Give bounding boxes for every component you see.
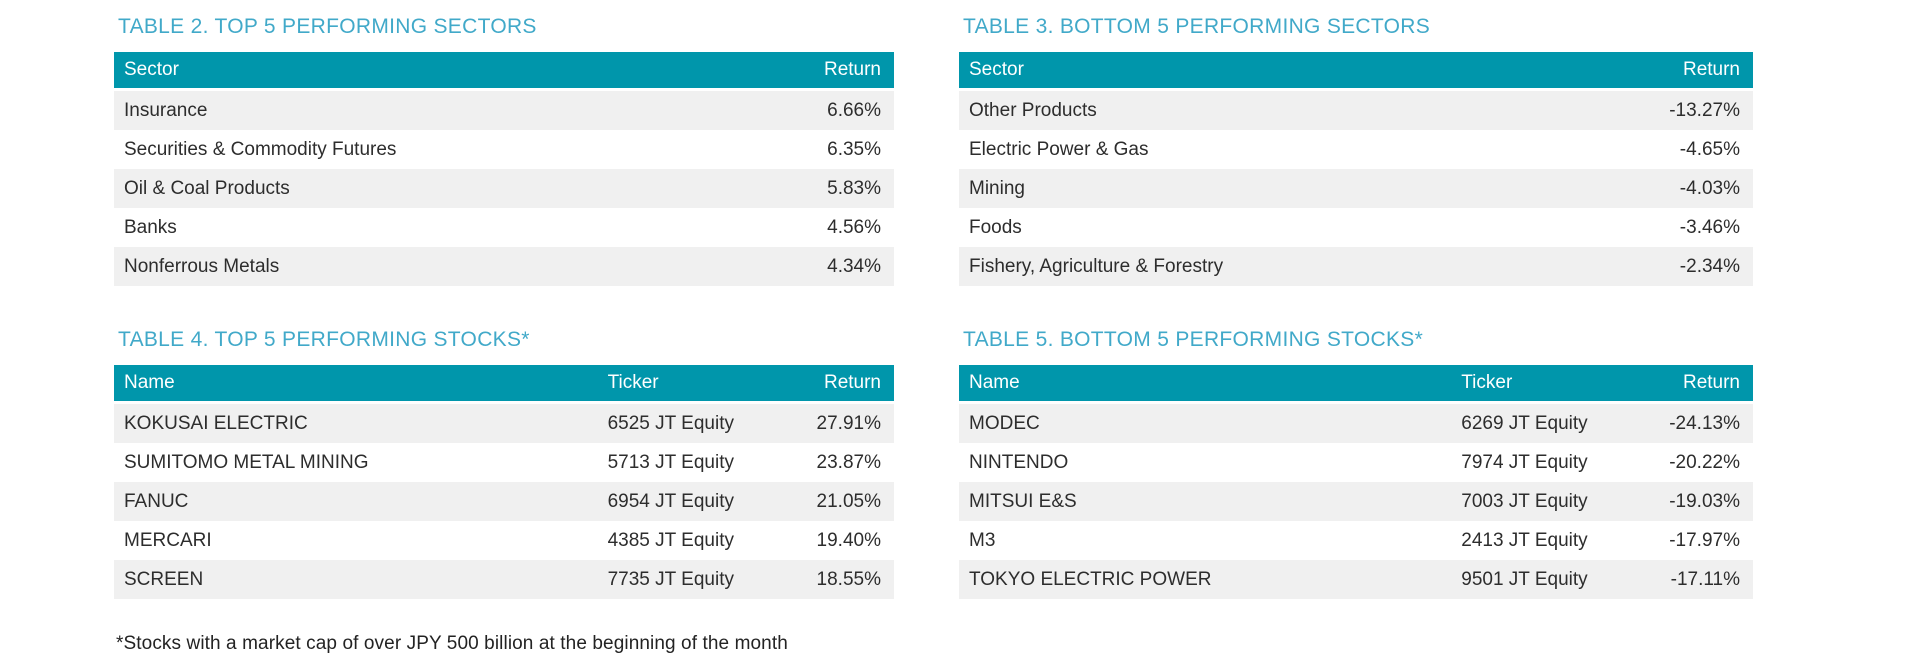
return-cell: 23.87% (816, 451, 881, 473)
top-sectors-section: TABLE 2. TOP 5 PERFORMING SECTORS Sector… (114, 14, 894, 286)
return-column-header: Return (823, 59, 881, 80)
name-cell: MERCARI (124, 529, 212, 551)
return-column-header: Return (823, 372, 881, 393)
table-row: Fishery, Agriculture & Forestry -2.34% (959, 247, 1753, 286)
table-row: MERCARI 4385 JT Equity 19.40% (114, 521, 894, 560)
return-cell: 21.05% (816, 490, 881, 512)
name-cell: SCREEN (124, 568, 204, 590)
name-cell: TOKYO ELECTRIC POWER (969, 568, 1212, 590)
name-cell: M3 (969, 529, 996, 551)
ticker-cell: 7735 JT Equity (607, 568, 734, 590)
table-row: Mining -4.03% (959, 169, 1753, 208)
table-row: Banks 4.56% (114, 208, 894, 247)
return-cell: 4.34% (827, 255, 881, 277)
ticker-cell: 4385 JT Equity (607, 529, 734, 551)
name-cell: MODEC (969, 412, 1040, 434)
top-sectors-title: TABLE 2. TOP 5 PERFORMING SECTORS (118, 15, 537, 38)
return-cell: 5.83% (827, 177, 881, 199)
market-cap-footnote: *Stocks with a market cap of over JPY 50… (116, 633, 788, 654)
table-header-row: Name Ticker Return (959, 365, 1753, 401)
return-cell: -4.65% (1679, 138, 1740, 160)
table-row: TOKYO ELECTRIC POWER 9501 JT Equity -17.… (959, 560, 1753, 599)
return-cell: 4.56% (827, 216, 881, 238)
ticker-cell: 9501 JT Equity (1461, 568, 1588, 590)
table-row: Oil & Coal Products 5.83% (114, 169, 894, 208)
name-cell: SUMITOMO METAL MINING (124, 451, 369, 473)
sector-cell: Securities & Commodity Futures (124, 138, 397, 160)
sector-cell: Foods (969, 216, 1022, 238)
return-cell: 6.66% (827, 99, 881, 121)
table-row: Other Products -13.27% (959, 91, 1753, 130)
table-row: SCREEN 7735 JT Equity 18.55% (114, 560, 894, 599)
sector-cell: Electric Power & Gas (969, 138, 1149, 160)
return-cell: -4.03% (1679, 177, 1740, 199)
ticker-cell: 5713 JT Equity (607, 451, 734, 473)
sector-cell: Banks (124, 216, 177, 238)
ticker-column-header: Ticker (607, 372, 659, 393)
return-cell: -3.46% (1679, 216, 1740, 238)
ticker-column-header: Ticker (1461, 372, 1513, 393)
bottom-stocks-table: Name Ticker Return MODEC 6269 JT Equity … (959, 365, 1753, 599)
return-cell: -2.34% (1679, 255, 1740, 277)
table-row: FANUC 6954 JT Equity 21.05% (114, 482, 894, 521)
ticker-cell: 7003 JT Equity (1461, 490, 1588, 512)
name-column-header: Name (124, 372, 175, 393)
sector-cell: Other Products (969, 99, 1097, 121)
sector-column-header: Sector (124, 59, 179, 80)
table-row: M3 2413 JT Equity -17.97% (959, 521, 1753, 560)
sector-cell: Insurance (124, 99, 208, 121)
return-cell: 6.35% (827, 138, 881, 160)
name-cell: NINTENDO (969, 451, 1069, 473)
top-stocks-section: TABLE 4. TOP 5 PERFORMING STOCKS* Name T… (114, 327, 894, 599)
table-header-row: Name Ticker Return (114, 365, 894, 401)
top-sectors-table: Sector Return Insurance 6.66% Securities… (114, 52, 894, 286)
name-cell: FANUC (124, 490, 189, 512)
table-row: SUMITOMO METAL MINING 5713 JT Equity 23.… (114, 443, 894, 482)
top-stocks-title: TABLE 4. TOP 5 PERFORMING STOCKS* (118, 328, 530, 351)
sector-cell: Fishery, Agriculture & Forestry (969, 255, 1224, 277)
return-cell: 18.55% (816, 568, 881, 590)
ticker-cell: 6269 JT Equity (1461, 412, 1588, 434)
return-cell: 19.40% (816, 529, 881, 551)
sector-cell: Oil & Coal Products (124, 177, 290, 199)
name-cell: KOKUSAI ELECTRIC (124, 412, 308, 434)
table-row: Nonferrous Metals 4.34% (114, 247, 894, 286)
table-header-row: Sector Return (114, 52, 894, 88)
table-header-row: Sector Return (959, 52, 1753, 88)
bottom-sectors-title: TABLE 3. BOTTOM 5 PERFORMING SECTORS (963, 15, 1431, 38)
ticker-cell: 6954 JT Equity (607, 490, 734, 512)
table-row: MODEC 6269 JT Equity -24.13% (959, 404, 1753, 443)
return-cell: 27.91% (816, 412, 881, 434)
return-cell: -17.11% (1670, 568, 1740, 590)
table-row: Electric Power & Gas -4.65% (959, 130, 1753, 169)
table-row: Securities & Commodity Futures 6.35% (114, 130, 894, 169)
return-cell: -19.03% (1669, 490, 1740, 512)
table-row: Insurance 6.66% (114, 91, 894, 130)
name-cell: MITSUI E&S (969, 490, 1077, 512)
return-cell: -24.13% (1669, 412, 1740, 434)
sector-cell: Mining (969, 177, 1025, 199)
name-column-header: Name (969, 372, 1020, 393)
ticker-cell: 7974 JT Equity (1461, 451, 1588, 473)
table-row: KOKUSAI ELECTRIC 6525 JT Equity 27.91% (114, 404, 894, 443)
return-column-header: Return (1682, 372, 1740, 393)
sector-column-header: Sector (969, 59, 1024, 80)
bottom-stocks-section: TABLE 5. BOTTOM 5 PERFORMING STOCKS* Nam… (959, 327, 1753, 599)
return-column-header: Return (1682, 59, 1740, 80)
return-cell: -17.97% (1669, 529, 1740, 551)
return-cell: -20.22% (1669, 451, 1740, 473)
ticker-cell: 6525 JT Equity (607, 412, 734, 434)
ticker-cell: 2413 JT Equity (1461, 529, 1588, 551)
return-cell: -13.27% (1669, 99, 1740, 121)
bottom-sectors-section: TABLE 3. BOTTOM 5 PERFORMING SECTORS Sec… (959, 14, 1753, 286)
table-row: MITSUI E&S 7003 JT Equity -19.03% (959, 482, 1753, 521)
bottom-sectors-table: Sector Return Other Products -13.27% Ele… (959, 52, 1753, 286)
table-row: NINTENDO 7974 JT Equity -20.22% (959, 443, 1753, 482)
top-stocks-table: Name Ticker Return KOKUSAI ELECTRIC 6525… (114, 365, 894, 599)
table-row: Foods -3.46% (959, 208, 1753, 247)
bottom-stocks-title: TABLE 5. BOTTOM 5 PERFORMING STOCKS* (963, 328, 1424, 351)
sector-cell: Nonferrous Metals (124, 255, 280, 277)
